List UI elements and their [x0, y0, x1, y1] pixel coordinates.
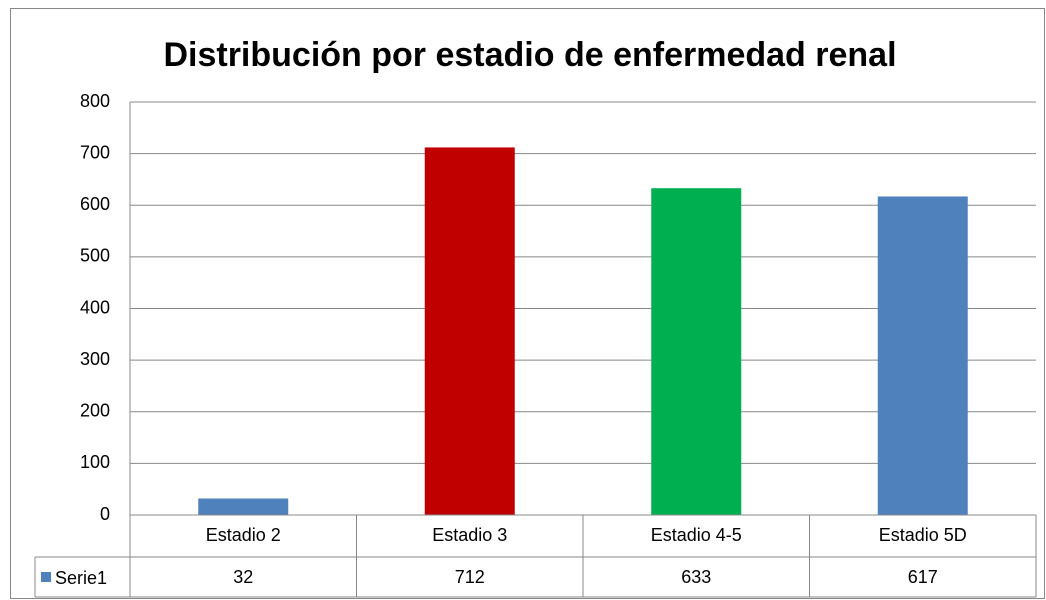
bar [651, 188, 742, 515]
bar [877, 196, 968, 515]
chart-border [10, 8, 1045, 599]
bar [198, 498, 289, 515]
x-tick-label: Estadio 3 [432, 525, 507, 545]
legend-label: Serie1 [55, 568, 107, 588]
table-value: 32 [233, 567, 253, 587]
table-value: 633 [681, 567, 711, 587]
chart-title: Distribución por estadio de enfermedad r… [163, 36, 897, 74]
x-tick-label: Estadio 5D [879, 525, 967, 545]
table-value: 712 [455, 567, 485, 587]
y-tick-label: 400 [80, 297, 110, 317]
y-tick-label: 500 [80, 246, 110, 266]
x-tick-label: Estadio 4-5 [651, 525, 742, 545]
y-tick-label: 0 [100, 504, 110, 524]
y-tick-label: 300 [80, 349, 110, 369]
y-tick-label: 800 [80, 91, 110, 111]
y-tick-label: 600 [80, 194, 110, 214]
x-tick-label: Estadio 2 [206, 525, 281, 545]
legend-key [41, 572, 51, 582]
bar [424, 147, 515, 515]
table-value: 617 [908, 567, 938, 587]
y-tick-label: 100 [80, 452, 110, 472]
y-tick-label: 700 [80, 142, 110, 162]
y-tick-label: 200 [80, 401, 110, 421]
